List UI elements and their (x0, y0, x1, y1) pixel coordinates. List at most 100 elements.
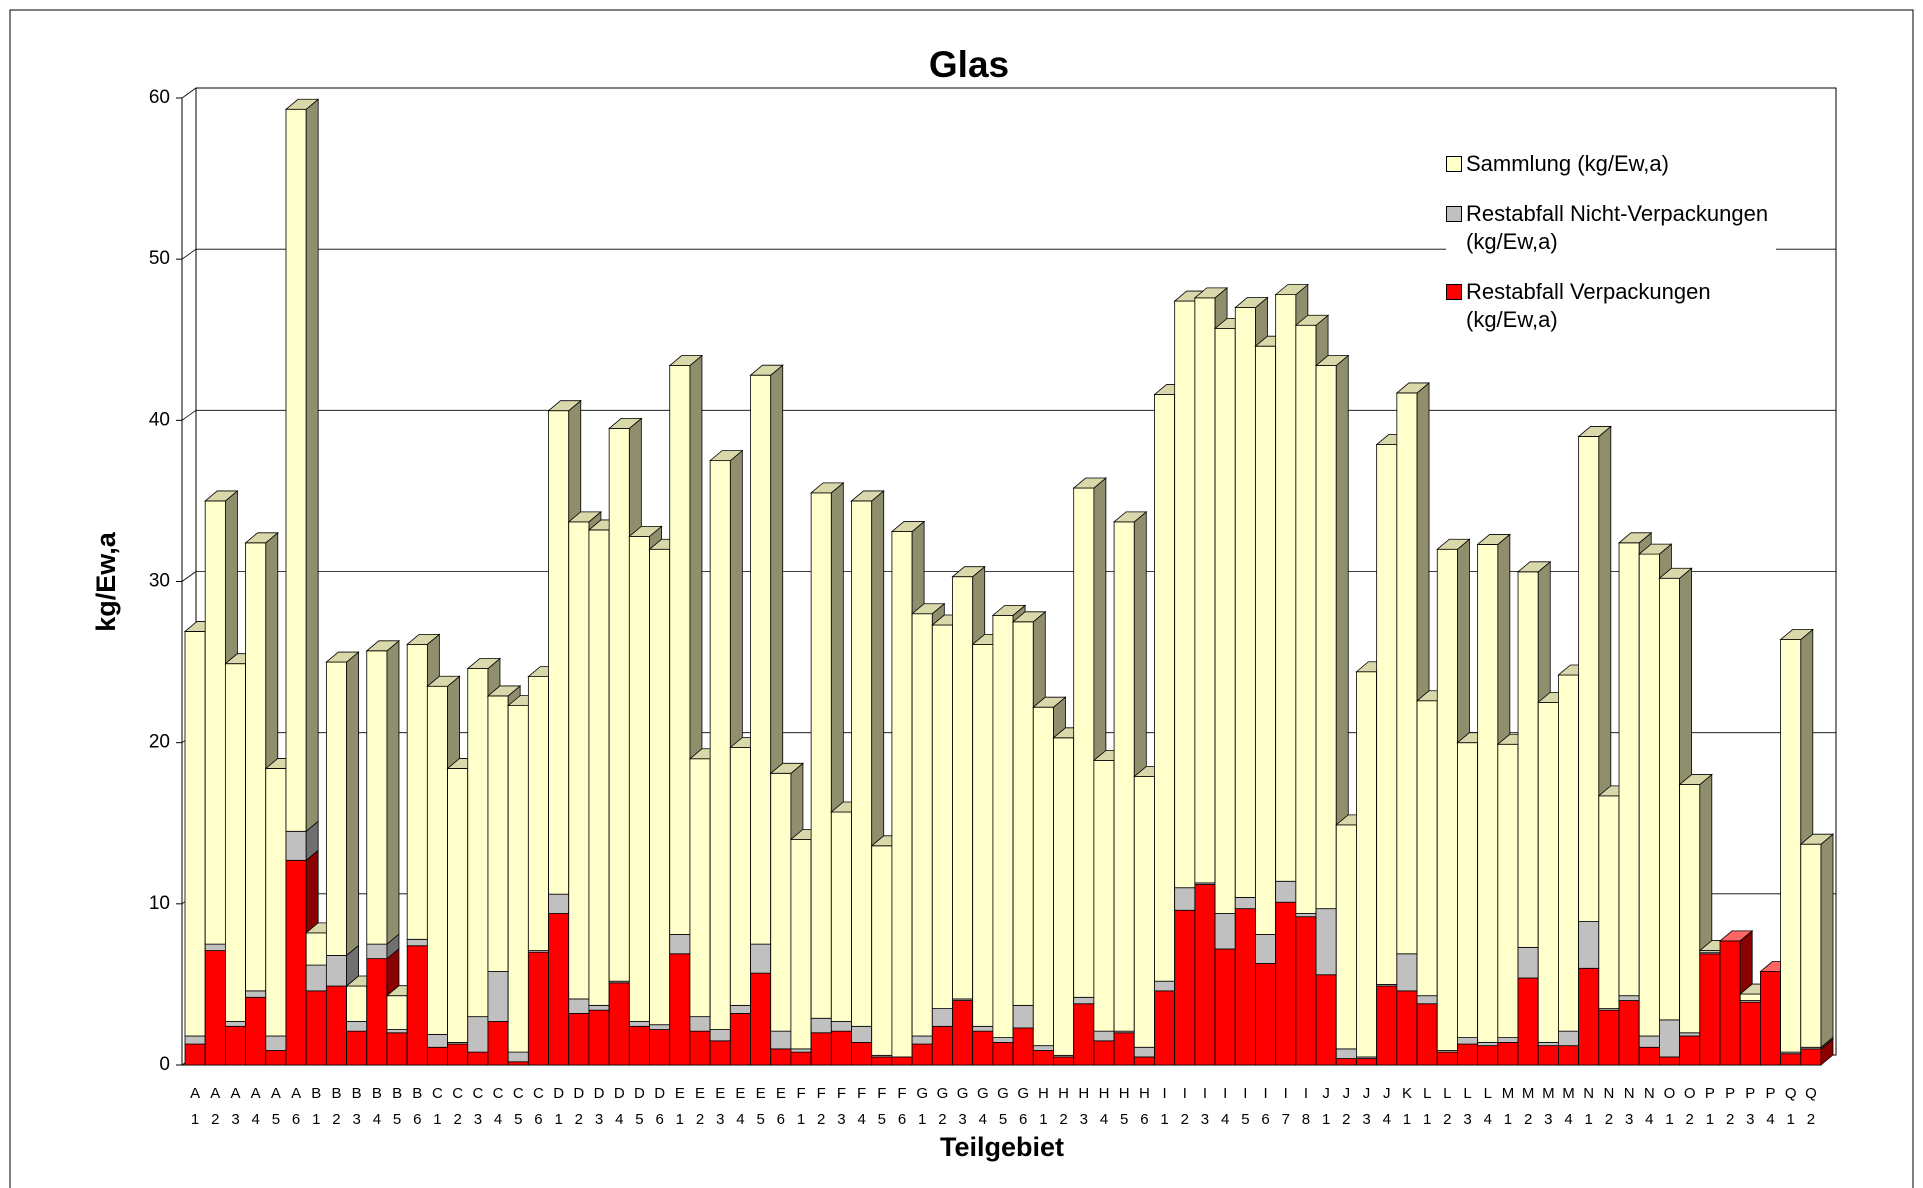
bar-front (689, 1016, 711, 1032)
x-tick-part: N (1583, 1085, 1594, 1102)
x-tick-part: 3 (1544, 1111, 1552, 1128)
bar-segment (325, 651, 360, 957)
bar-top (244, 532, 279, 544)
bar-front (851, 1042, 873, 1066)
bar-front (1497, 1037, 1519, 1043)
bar-front (346, 985, 368, 1022)
x-tick-part: 2 (575, 1111, 583, 1128)
bar-front (1194, 884, 1216, 1066)
chart-title: Glas (929, 44, 1009, 85)
x-tick-part: F (796, 1085, 805, 1102)
x-tick-part: I (1162, 1085, 1166, 1102)
bar-front (1012, 1027, 1034, 1066)
bar-front (325, 955, 347, 987)
bar-top (1395, 382, 1431, 394)
bar-front (1174, 300, 1196, 889)
bar-front (568, 998, 590, 1014)
x-tick-part: I (1304, 1085, 1308, 1102)
bar-front (1780, 639, 1802, 1053)
x-tick-part: Q (1805, 1085, 1817, 1102)
bar-top (1294, 314, 1330, 326)
bar-segment (285, 820, 319, 862)
bar-front (1517, 977, 1539, 1066)
x-tick-part: H (1058, 1085, 1069, 1102)
bar-front (1214, 328, 1236, 914)
bar-top (628, 525, 663, 537)
bar-front (1335, 1058, 1357, 1066)
x-tick-part: 1 (1585, 1111, 1593, 1128)
x-tick-part: 7 (1282, 1111, 1290, 1128)
bar-front (790, 1051, 812, 1066)
bar-front (1578, 436, 1600, 922)
bar-front (709, 1029, 731, 1042)
x-tick-part: N (1644, 1085, 1655, 1102)
bar-front (1638, 1035, 1660, 1048)
bar-front (810, 1032, 832, 1066)
bar-front (972, 1030, 994, 1066)
bar-front (1578, 967, 1600, 1066)
bar-front (467, 1051, 489, 1066)
x-tick-part: 1 (312, 1111, 320, 1128)
bar-front (1255, 963, 1277, 1066)
x-tick-part: F (817, 1085, 826, 1102)
x-tick-part: D (634, 1085, 645, 1102)
x-tick-part: 1 (1403, 1111, 1411, 1128)
x-tick-part: 4 (615, 1111, 623, 1128)
bar-top (1234, 297, 1269, 308)
bar-front (1396, 392, 1418, 955)
y-tick-label: 30 (149, 571, 170, 592)
bar-front (406, 945, 428, 1066)
x-tick-part: P (1725, 1085, 1735, 1102)
x-tick-part: 6 (1019, 1111, 1027, 1128)
bar-front (507, 1061, 529, 1066)
x-tick-part: 5 (635, 1111, 643, 1128)
x-tick-part: N (1624, 1085, 1635, 1102)
bar-top (284, 98, 320, 110)
x-tick-part: 5 (878, 1111, 886, 1128)
bar-top (890, 521, 926, 532)
bar-front (1275, 880, 1297, 903)
bar-front (770, 772, 792, 1032)
x-tick-part: L (1463, 1085, 1471, 1102)
bar-front (1356, 671, 1378, 1058)
x-tick-part: 1 (191, 1111, 199, 1128)
y-axis-label: kg/Ew,a (91, 531, 121, 632)
x-tick-part: 5 (999, 1111, 1007, 1128)
x-tick-part: E (695, 1085, 705, 1102)
bar-front (507, 1051, 529, 1063)
bar-front (224, 1021, 246, 1027)
x-tick-part: C (452, 1085, 463, 1102)
bar-front (1618, 1000, 1640, 1066)
bar-front (1295, 324, 1317, 914)
bar-front (1396, 990, 1418, 1066)
x-tick-part: 2 (1524, 1111, 1532, 1128)
bar-front (548, 893, 570, 914)
bar-front (1275, 901, 1297, 1066)
x-tick-part: 2 (817, 1111, 825, 1128)
bar-front (1214, 913, 1236, 950)
bar-top (486, 685, 522, 697)
bar-front (1275, 294, 1297, 882)
bar-front (204, 943, 226, 951)
bar-front (527, 676, 549, 951)
x-tick-part: C (513, 1085, 524, 1102)
bar-front (1154, 980, 1176, 992)
bar-front (1638, 1046, 1660, 1066)
bar-front (305, 990, 327, 1066)
x-tick-part: 4 (1221, 1111, 1229, 1128)
bar-front (1255, 934, 1277, 964)
bar-front (1315, 908, 1337, 976)
